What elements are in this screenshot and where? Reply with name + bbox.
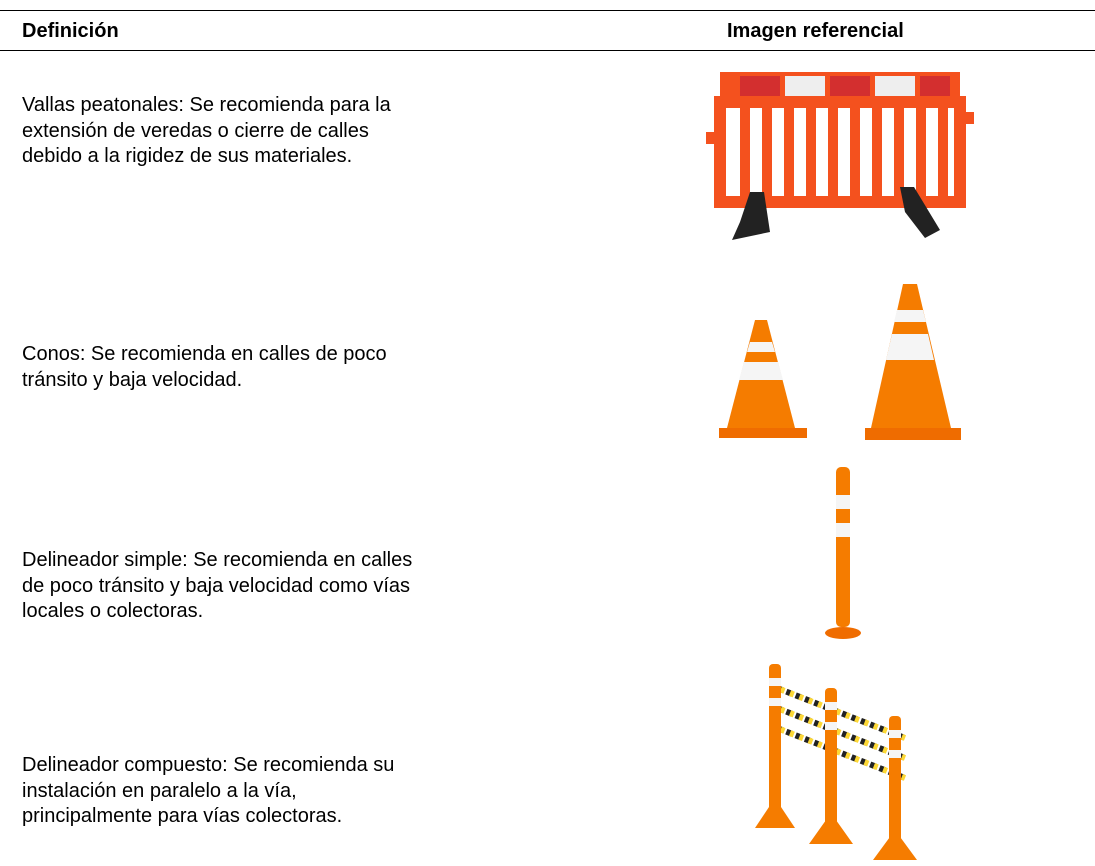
composite-delineator-image <box>755 664 917 860</box>
delineator-image <box>825 467 861 639</box>
definition-line: locales o colectoras. <box>22 600 204 622</box>
definition-line: Vallas peatonales: Se recomienda para la <box>22 94 391 116</box>
definition-line: principalmente para vías colectoras. <box>22 805 343 827</box>
definition-line: extensión de veredas o cierre de calles <box>22 119 369 142</box>
definition-line: instalación en paralelo a la vía, <box>22 779 297 802</box>
definition-line: Delineador compuesto: Se recomienda su <box>22 754 395 776</box>
definition-line: Delineador simple: Se recomienda en call… <box>22 549 413 571</box>
definition-line: Conos: Se recomienda en calles de poco <box>22 343 387 365</box>
barrier-image <box>706 72 974 240</box>
header-rule <box>0 50 1095 51</box>
header-definition: Definición <box>22 20 119 42</box>
top-rule <box>0 10 1095 11</box>
cones-image <box>719 284 961 440</box>
header-image: Imagen referencial <box>727 20 904 42</box>
definition-line: de poco tránsito y baja velocidad como v… <box>22 574 410 597</box>
definition-line: tránsito y baja velocidad. <box>22 368 243 391</box>
definition-line: debido a la rigidez de sus materiales. <box>22 145 353 167</box>
